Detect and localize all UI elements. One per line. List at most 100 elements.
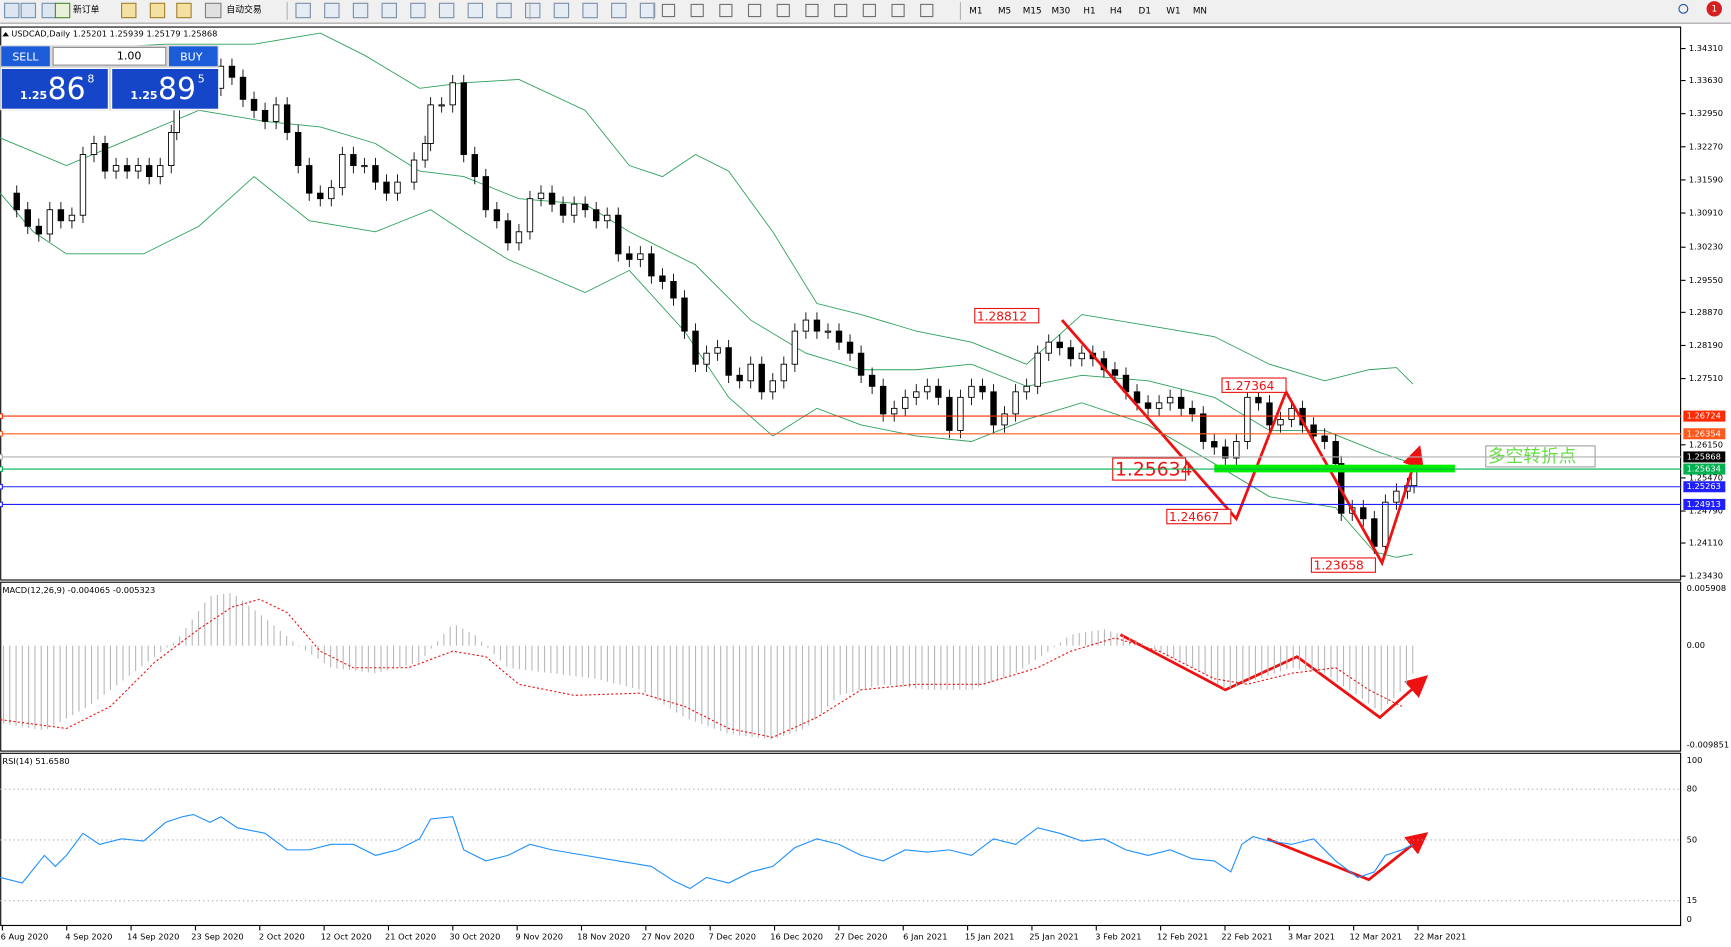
timeframe-button[interactable]: D1 bbox=[1139, 7, 1151, 17]
tool-icon[interactable] bbox=[920, 3, 934, 18]
chart-area bbox=[0, 24, 1731, 947]
candle-body bbox=[421, 143, 429, 161]
candle-body bbox=[272, 104, 280, 122]
time-axis-label: 14 Sep 2020 bbox=[127, 932, 179, 942]
tool-icon[interactable] bbox=[553, 2, 570, 19]
price-annotation-box bbox=[1310, 557, 1376, 573]
candle-body bbox=[979, 385, 986, 393]
price-axis-label: 1.33630 bbox=[1689, 75, 1723, 85]
candle-body bbox=[769, 380, 776, 393]
tool-icon[interactable] bbox=[20, 2, 37, 19]
chart-header: USDCAD,Daily 1.25201 1.25939 1.25179 1.2… bbox=[11, 29, 217, 39]
price-axis-label: 1.28190 bbox=[1689, 340, 1723, 350]
candle-body bbox=[1266, 402, 1273, 426]
candle-body bbox=[515, 231, 523, 244]
candle-body bbox=[879, 385, 887, 415]
price-axis-label: 1.30230 bbox=[1689, 242, 1723, 252]
price-tag bbox=[1683, 428, 1726, 440]
alert-badge[interactable] bbox=[1706, 1, 1722, 17]
candle-body bbox=[1321, 435, 1328, 442]
candle-body bbox=[626, 253, 633, 260]
price-axis-label: 1.25470 bbox=[1689, 472, 1723, 482]
search-icon[interactable] bbox=[1678, 3, 1689, 14]
tool-icon[interactable] bbox=[639, 2, 656, 19]
price-axis-label: 1.28870 bbox=[1689, 307, 1723, 317]
price-axis-label: 1.32270 bbox=[1689, 141, 1723, 151]
tool-icon[interactable] bbox=[467, 2, 484, 19]
timeframe-button[interactable]: M5 bbox=[998, 7, 1011, 17]
tool-icon[interactable] bbox=[496, 2, 512, 19]
timeframe-button[interactable]: H4 bbox=[1110, 7, 1123, 17]
tool-icon[interactable] bbox=[149, 2, 166, 19]
price-annotation-box bbox=[974, 307, 1040, 324]
toolbar-button[interactable]: 新订单 bbox=[73, 3, 100, 15]
tool-icon[interactable] bbox=[891, 3, 905, 18]
tool-icon[interactable] bbox=[54, 2, 71, 19]
tool-icon[interactable] bbox=[176, 2, 192, 19]
bid-price-box[interactable] bbox=[0, 67, 109, 110]
candle-body bbox=[239, 76, 247, 100]
candle-body bbox=[79, 154, 87, 216]
tool-icon[interactable] bbox=[4, 2, 20, 19]
time-axis-label: 7 Dec 2020 bbox=[709, 932, 757, 942]
toolbar-button[interactable]: 自动交易 bbox=[226, 3, 261, 15]
price-tag bbox=[1683, 463, 1726, 475]
candle-body bbox=[1244, 396, 1251, 442]
tool-icon[interactable] bbox=[41, 2, 58, 19]
buy-label[interactable]: BUY bbox=[180, 50, 203, 63]
tool-icon[interactable] bbox=[381, 2, 397, 19]
tool-icon[interactable] bbox=[805, 3, 819, 18]
tool-icon[interactable] bbox=[121, 2, 137, 19]
timeframe-button[interactable]: W1 bbox=[1166, 7, 1180, 17]
buy-button[interactable] bbox=[169, 46, 218, 67]
ask-price-box[interactable] bbox=[111, 67, 220, 110]
candle-body bbox=[913, 391, 920, 398]
candle-body bbox=[1155, 402, 1163, 409]
tool-icon[interactable] bbox=[834, 3, 848, 18]
sell-label[interactable]: SELL bbox=[12, 50, 39, 63]
candle-body bbox=[714, 347, 721, 354]
candle-body bbox=[1189, 407, 1196, 415]
time-axis-label: 12 Oct 2020 bbox=[321, 932, 372, 942]
timeframe-button[interactable]: H1 bbox=[1083, 7, 1095, 17]
timeframe-button[interactable]: MN bbox=[1193, 7, 1207, 17]
tool-icon[interactable] bbox=[690, 3, 704, 18]
tool-icon[interactable] bbox=[719, 3, 733, 18]
timeframe-button[interactable]: M30 bbox=[1051, 7, 1070, 17]
tool-icon[interactable] bbox=[352, 2, 369, 19]
candle-body bbox=[824, 330, 832, 333]
candle-body bbox=[637, 253, 644, 260]
tool-icon[interactable] bbox=[747, 3, 762, 18]
tool-icon[interactable] bbox=[862, 3, 876, 18]
lot-value[interactable]: 1.00 bbox=[117, 49, 142, 62]
price-tag bbox=[1683, 451, 1726, 463]
tool-icon[interactable] bbox=[410, 2, 426, 19]
price-tag-label: 1.26354 bbox=[1687, 428, 1721, 438]
tool-icon[interactable] bbox=[582, 2, 598, 19]
tool-icon[interactable] bbox=[524, 2, 541, 19]
price-axis-label: 1.24110 bbox=[1689, 538, 1723, 548]
price-axis-label: 1.29550 bbox=[1689, 275, 1723, 285]
sell-button[interactable] bbox=[1, 46, 50, 67]
tool-icon[interactable] bbox=[776, 3, 790, 18]
lot-input[interactable] bbox=[52, 46, 167, 66]
tool-icon[interactable] bbox=[611, 2, 627, 19]
tool-icon[interactable] bbox=[661, 3, 676, 18]
tool-icon[interactable] bbox=[295, 2, 311, 19]
candle-body bbox=[835, 330, 843, 343]
tool-icon[interactable] bbox=[324, 2, 340, 19]
timeframe-button[interactable]: M1 bbox=[969, 7, 982, 17]
level-handle bbox=[0, 501, 3, 508]
price-tag-label: 1.25634 bbox=[1687, 464, 1721, 474]
candle-body bbox=[112, 165, 120, 172]
candle-body bbox=[1211, 441, 1218, 448]
candle-body bbox=[13, 192, 20, 211]
candle-body bbox=[294, 132, 302, 167]
candle-body bbox=[410, 159, 418, 183]
tool-icon[interactable] bbox=[204, 2, 222, 19]
candle-body bbox=[747, 363, 754, 382]
tool-icon[interactable] bbox=[438, 2, 455, 19]
timeframe-button[interactable]: M15 bbox=[1023, 7, 1042, 17]
rsi-line bbox=[0, 813, 1414, 890]
